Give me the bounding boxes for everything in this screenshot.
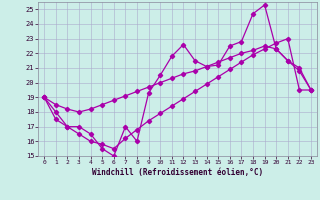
X-axis label: Windchill (Refroidissement éolien,°C): Windchill (Refroidissement éolien,°C) xyxy=(92,168,263,177)
